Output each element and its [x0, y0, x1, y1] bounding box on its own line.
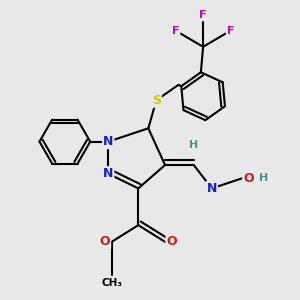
- Text: N: N: [207, 182, 217, 195]
- Text: F: F: [199, 11, 207, 20]
- Text: O: O: [167, 235, 177, 248]
- Text: S: S: [152, 94, 161, 107]
- Text: O: O: [100, 235, 110, 248]
- Text: F: F: [172, 26, 179, 36]
- Text: N: N: [103, 135, 113, 148]
- Text: CH₃: CH₃: [101, 278, 122, 288]
- Text: N: N: [103, 167, 113, 180]
- Text: F: F: [227, 26, 234, 36]
- Text: H: H: [259, 173, 268, 183]
- Text: H: H: [189, 140, 198, 150]
- Text: O: O: [243, 172, 254, 185]
